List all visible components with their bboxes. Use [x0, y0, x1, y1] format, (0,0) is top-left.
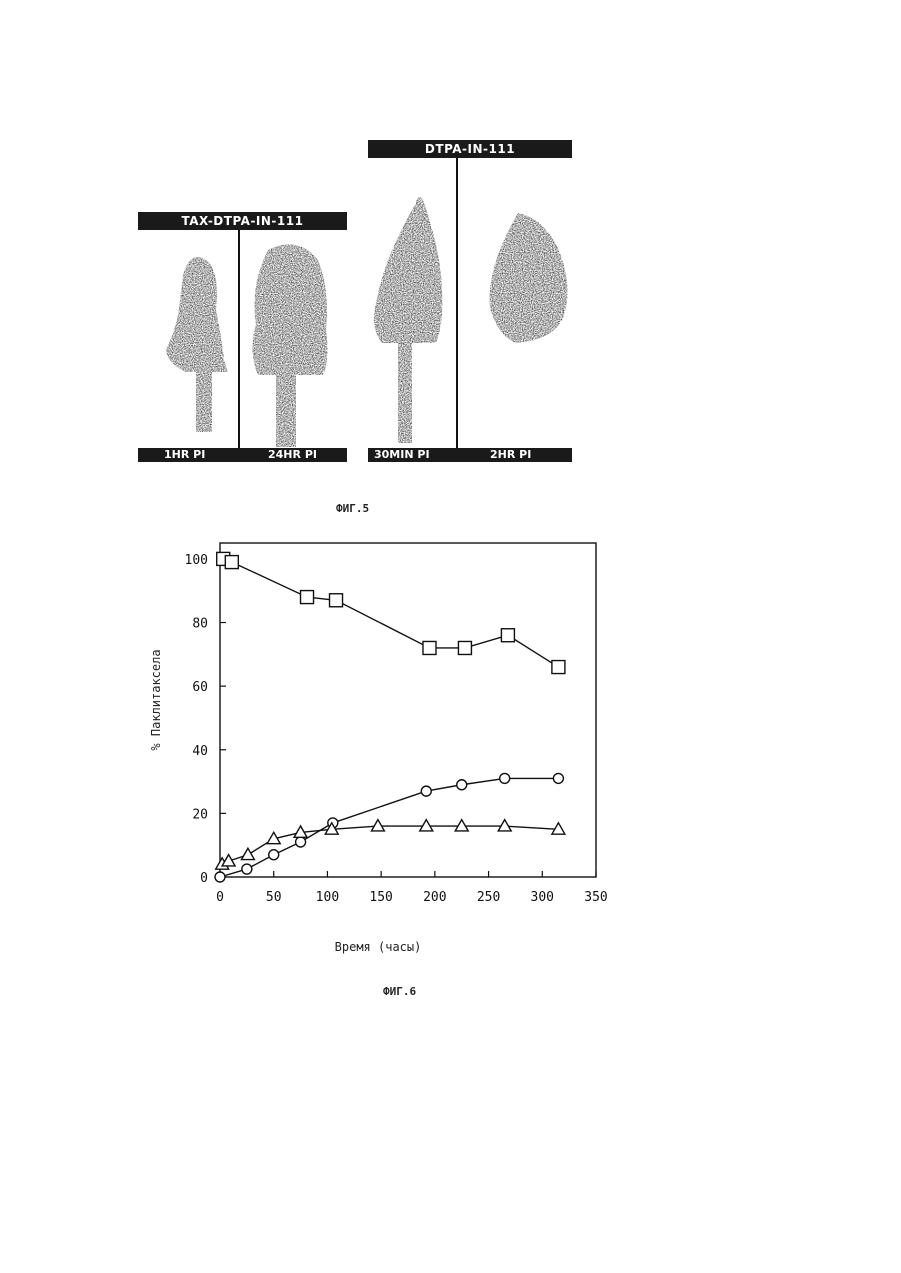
triangle-point	[455, 820, 468, 831]
circle-point	[500, 773, 510, 783]
square-point	[552, 661, 565, 674]
x-tick-label: 0	[216, 890, 224, 905]
circle-point	[242, 864, 252, 874]
series-square-line	[223, 559, 558, 667]
fig5-left-title: TAX-DTPA-IN-111	[138, 212, 347, 230]
x-tick-label: 100	[316, 890, 339, 905]
square-point	[225, 556, 238, 569]
y-tick-label: 40	[192, 744, 208, 759]
triangle-point	[241, 848, 254, 859]
fig6-chart: 0 50 100 150 200 250 300 350 0 20 40 60 80 100 Время (…	[0, 530, 901, 970]
y-tick-label: 20	[192, 807, 208, 822]
square-point	[501, 629, 514, 642]
x-tick-label: 150	[369, 890, 392, 905]
y-tick-label: 80	[192, 617, 208, 632]
fig5-left-panel: TAX-DTPA-IN-111 1HR PI 24HR PI	[138, 212, 347, 462]
circle-point	[215, 872, 225, 882]
square-point	[458, 641, 471, 654]
x-axis-label: Время (часы)	[335, 940, 422, 954]
circle-point	[296, 837, 306, 847]
triangle-point	[420, 820, 433, 831]
fig5-label-2hr: 2HR PI	[490, 448, 531, 462]
fig5-right-footer: 30MIN PI 2HR PI	[368, 448, 572, 462]
circle-point	[553, 773, 563, 783]
fig5-label-1hr: 1HR PI	[164, 448, 205, 462]
x-tick-label: 200	[423, 890, 446, 905]
y-tick-label: 60	[192, 680, 208, 695]
fig5-left-divider	[238, 230, 240, 448]
fig5-label-24hr: 24HR PI	[268, 448, 317, 462]
square-point	[330, 594, 343, 607]
fig6-caption: ФИГ.6	[383, 985, 416, 998]
fig5-right-divider	[456, 158, 458, 448]
x-tick-label: 350	[584, 890, 607, 905]
circle-point	[421, 786, 431, 796]
fig5-right-scan-image	[368, 158, 572, 448]
square-point	[301, 591, 314, 604]
circle-point	[457, 780, 467, 790]
fig5-left-scan-image	[138, 230, 347, 448]
triangle-point	[498, 820, 511, 831]
x-tick-label: 250	[477, 890, 500, 905]
y-tick-label: 0	[200, 871, 208, 886]
x-tick-label: 50	[266, 890, 282, 905]
fig5-left-footer: 1HR PI 24HR PI	[138, 448, 347, 462]
circle-point	[269, 850, 279, 860]
triangle-point	[371, 820, 384, 831]
x-tick-label: 300	[531, 890, 554, 905]
fig5-label-30min: 30MIN PI	[374, 448, 430, 462]
fig5-right-title: DTPA-IN-111	[368, 140, 572, 158]
y-axis-label: % Паклитаксела	[149, 649, 163, 750]
square-point	[423, 641, 436, 654]
fig5-right-panel: DTPA-IN-111 30MIN PI 2HR PI	[368, 140, 572, 462]
plot-frame	[220, 543, 596, 877]
y-tick-label: 100	[185, 553, 208, 568]
fig5-caption: ФИГ.5	[336, 502, 369, 515]
